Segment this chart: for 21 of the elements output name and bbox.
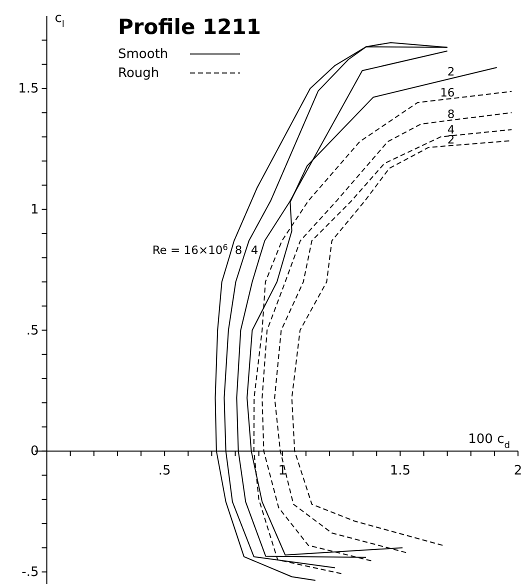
chart-title: Profile 1211 [118, 15, 261, 39]
annotation: Re = 16×10$^{6}$ [152, 242, 228, 257]
x-axis-title: 100 c$_{d}$ [468, 432, 510, 452]
annotation: 2 [447, 132, 455, 147]
annotation: 16 [440, 85, 455, 100]
annotation: 8 [447, 106, 455, 121]
annotation: 8 [234, 242, 242, 257]
x-tick-label: .5 [158, 464, 171, 479]
x-tick-label: 2 [514, 464, 522, 479]
annotation: 2 [447, 64, 455, 79]
annotation: 4 [250, 242, 258, 257]
legend-label: Rough [118, 66, 160, 81]
y-axis-title: c$_{l}$ [54, 11, 64, 30]
y-tick-label: -.5 [22, 565, 39, 580]
legend-label: Smooth [118, 47, 168, 62]
x-tick-label: 1.5 [390, 464, 411, 479]
y-tick-label: .5 [26, 323, 39, 338]
x-tick-label: 1 [278, 464, 287, 479]
y-tick-label: 0 [30, 444, 39, 460]
y-tick-label: 1 [30, 202, 39, 218]
y-tick-label: 1.5 [18, 82, 39, 97]
